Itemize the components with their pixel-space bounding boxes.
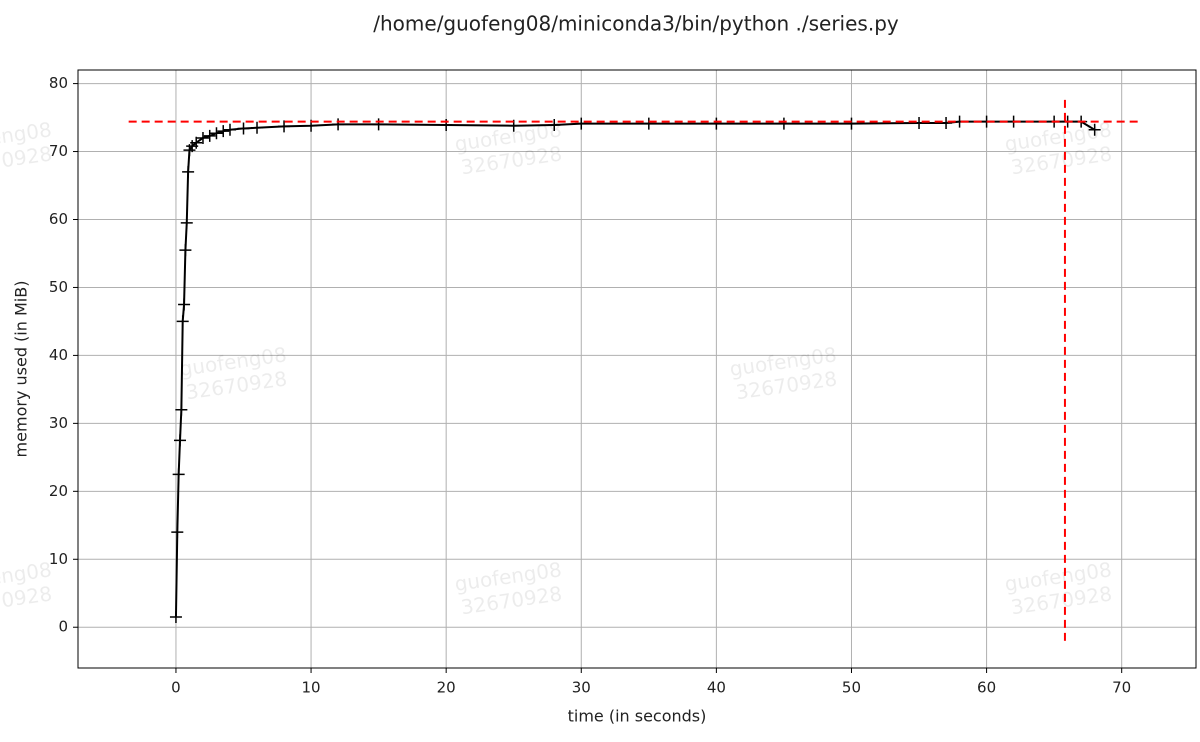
x-tick-label: 60 (977, 679, 996, 697)
marker (182, 165, 195, 178)
marker (913, 117, 926, 130)
marker (169, 611, 182, 624)
x-tick-label: 20 (437, 679, 456, 697)
x-tick-label: 40 (707, 679, 726, 697)
y-tick-label: 70 (49, 142, 68, 160)
watermark: 32670928 (0, 581, 54, 619)
marker (190, 136, 203, 149)
y-tick-label: 30 (49, 414, 68, 432)
x-tick-label: 50 (842, 679, 861, 697)
marker (710, 117, 723, 130)
marker (845, 117, 858, 130)
marker (507, 119, 520, 132)
marker (175, 403, 188, 416)
marker (203, 129, 216, 142)
marker (172, 468, 185, 481)
data-line (174, 120, 1096, 618)
marker (332, 118, 345, 131)
marker (223, 123, 236, 136)
marker (278, 120, 291, 133)
marker (217, 125, 230, 138)
x-tick-label: 10 (302, 679, 321, 697)
y-axis-label: memory used (in MiB) (12, 281, 31, 458)
x-tick-label: 70 (1112, 679, 1131, 697)
marker (178, 298, 191, 311)
y-tick-label: 20 (49, 482, 68, 500)
marker (171, 526, 184, 539)
marker (372, 118, 385, 131)
marker (180, 216, 193, 229)
marker (196, 131, 209, 144)
plot-frame (77, 69, 1197, 669)
marker (575, 117, 588, 130)
chart-title: /home/guofeng08/miniconda3/bin/python ./… (373, 12, 899, 36)
y-tick-label: 60 (49, 210, 68, 228)
x-axis-label: time (in seconds) (568, 707, 707, 726)
marker (174, 434, 187, 447)
y-tick-label: 0 (58, 618, 68, 636)
x-tick-label: 0 (171, 679, 181, 697)
marker (940, 117, 953, 130)
x-tick-label: 30 (572, 679, 591, 697)
marker (176, 315, 189, 328)
watermark: 32670928 (0, 141, 54, 179)
y-tick-label: 50 (49, 278, 68, 296)
y-tick-label: 10 (49, 550, 68, 568)
marker (548, 119, 561, 132)
marker (210, 127, 223, 140)
marker (1088, 123, 1101, 136)
y-tick-label: 40 (49, 346, 68, 364)
marker (251, 121, 264, 134)
marker (179, 244, 192, 257)
y-tick-label: 80 (49, 74, 68, 92)
marker (777, 117, 790, 130)
marker (642, 117, 655, 130)
marker (237, 122, 250, 135)
